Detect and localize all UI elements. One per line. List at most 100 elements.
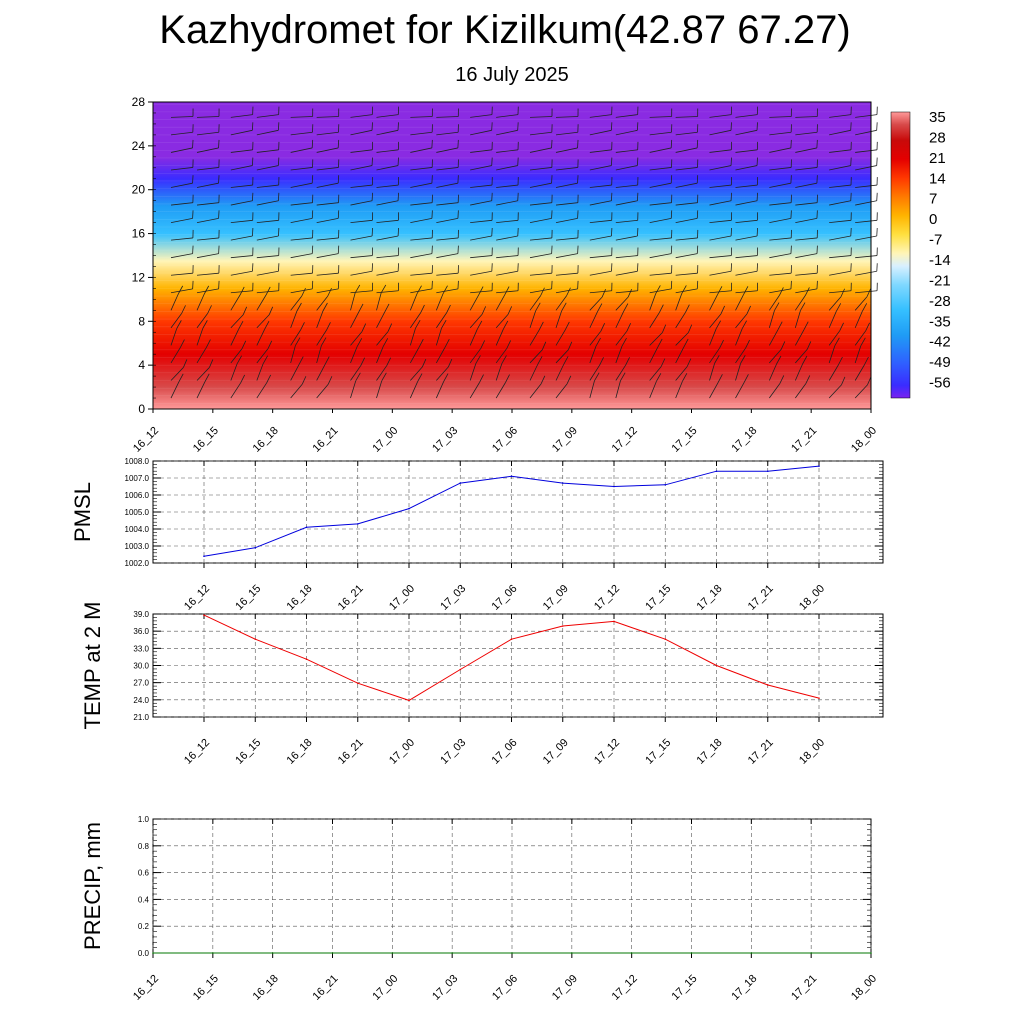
precip-panel: 0.0 0.2 0.4 0.6 0.8 1.0 16_12 16_15 16_18 16_21 17… xyxy=(80,815,879,1003)
wind-barb-staff xyxy=(829,149,852,153)
wind-barb-staff xyxy=(709,255,732,259)
cross-section-panel: 0 4 8 12 16 20 24 28 16_12 16_15 16_18 16_21 17_00 17… xyxy=(131,95,879,455)
wind-barb-staff xyxy=(496,200,518,206)
wind-barb-staff xyxy=(256,294,267,311)
wind-barb-staff xyxy=(615,184,638,188)
wind-barb-staff xyxy=(854,364,865,381)
wind-barb-staff xyxy=(436,131,459,136)
wind-barb-flag xyxy=(360,357,366,366)
wind-barb-staff xyxy=(529,295,541,311)
wind-barb-flag xyxy=(358,303,364,313)
wind-barb-staff xyxy=(675,237,698,241)
data-point xyxy=(750,952,753,954)
wind-barb-staff xyxy=(316,116,339,118)
wind-barb-flag xyxy=(361,323,367,332)
y-axis-label: PRECIP, mm xyxy=(80,822,105,950)
wind-barb-flag xyxy=(503,320,509,330)
heatmap-x-tick-label: 16_15 xyxy=(191,425,221,455)
wind-barb-flag xyxy=(601,288,606,298)
wind-barb-staff xyxy=(675,202,698,206)
wind-barb-flag xyxy=(561,302,567,311)
wind-barb-flag xyxy=(262,355,269,364)
x-tick-label: 17_12 xyxy=(610,973,640,1003)
x-tick-label: 17_09 xyxy=(550,973,580,1003)
wind-barb-flag xyxy=(566,375,572,385)
wind-barb-flag xyxy=(421,358,427,368)
x-tick-label: 17_00 xyxy=(387,737,417,767)
wind-barb-staff xyxy=(350,219,373,224)
wind-barb-staff xyxy=(709,328,717,346)
wind-barb-flag xyxy=(841,376,846,386)
wind-barb-staff xyxy=(290,218,313,223)
wind-barb-staff xyxy=(675,131,698,136)
wind-barb-staff xyxy=(529,237,552,241)
wind-barb-staff xyxy=(350,165,373,171)
wind-barb-flag xyxy=(800,302,806,311)
wind-barb-staff xyxy=(316,364,326,381)
wind-barb-staff xyxy=(410,312,421,329)
wind-barb-flag xyxy=(475,355,481,364)
wind-barb-staff xyxy=(735,149,758,153)
wind-barb-staff xyxy=(529,202,552,206)
wind-barb-staff xyxy=(735,114,758,118)
wind-barb-staff xyxy=(436,116,459,118)
wind-barb-staff xyxy=(256,184,279,188)
colorbar-label: 7 xyxy=(929,191,937,208)
wind-barb-flag xyxy=(743,374,749,383)
wind-barb-flag xyxy=(867,376,872,386)
wind-barb-staff xyxy=(410,253,433,259)
wind-barb-staff xyxy=(649,366,662,381)
wind-barb-staff xyxy=(555,364,565,381)
x-tick-label: 16_18 xyxy=(285,737,315,767)
heatmap-y-tick-label: 20 xyxy=(132,183,146,197)
wind-barb-flag xyxy=(563,356,569,365)
y-tick-label: 1006.0 xyxy=(125,491,150,500)
wind-barb-flag xyxy=(480,340,486,349)
wind-barb-staff xyxy=(735,235,758,241)
wind-barb-staff xyxy=(290,364,300,381)
wind-barb-staff xyxy=(290,345,296,364)
wind-barb-staff xyxy=(769,295,780,311)
data-point xyxy=(690,952,693,954)
wind-barb-staff xyxy=(316,272,339,276)
wind-barb-staff xyxy=(735,290,758,294)
wind-barb-staff xyxy=(410,288,433,294)
wind-barb-staff xyxy=(709,294,719,311)
wind-barb-staff xyxy=(350,129,373,136)
data-point xyxy=(561,482,564,484)
wind-barb-flag xyxy=(204,373,210,383)
x-tick-label: 18_00 xyxy=(797,737,827,767)
y-tick-label: 0.8 xyxy=(138,842,150,851)
wind-barb-staff xyxy=(316,310,324,329)
wind-barb-staff xyxy=(615,330,628,346)
wind-barb-staff xyxy=(196,167,219,171)
wind-barb-flag xyxy=(268,306,274,315)
wind-barb-flag xyxy=(686,358,692,367)
wind-barb-staff xyxy=(829,129,851,136)
wind-barb-staff xyxy=(230,329,240,346)
wind-barb-staff xyxy=(709,363,716,381)
wind-barb-staff xyxy=(316,182,339,188)
x-tick-label: 16_21 xyxy=(336,737,366,767)
wind-barb-staff xyxy=(829,255,852,259)
wind-barb-staff xyxy=(709,270,732,276)
heatmap-x-tick-label: 17_09 xyxy=(550,425,580,455)
wind-barb-flag xyxy=(714,355,720,364)
wind-barb-staff xyxy=(256,255,279,259)
wind-barb-staff xyxy=(196,237,219,241)
wind-barb-flag xyxy=(743,286,749,295)
wind-barb-staff xyxy=(735,219,758,224)
wind-barb-staff xyxy=(470,114,493,118)
wind-barb-flag xyxy=(839,322,844,331)
data-point xyxy=(271,952,274,954)
wind-barb-flag xyxy=(176,320,182,329)
wind-barb-staff xyxy=(230,382,241,399)
wind-barb-staff xyxy=(495,382,506,399)
wind-barb-staff xyxy=(469,382,480,399)
data-point xyxy=(818,465,820,467)
wind-barb-staff xyxy=(196,131,219,136)
wind-barb-staff xyxy=(170,237,193,241)
x-tick-label: 17_03 xyxy=(438,583,468,613)
heatmap-x-tick-label: 17_06 xyxy=(490,425,520,455)
wind-barb-staff xyxy=(350,292,356,311)
